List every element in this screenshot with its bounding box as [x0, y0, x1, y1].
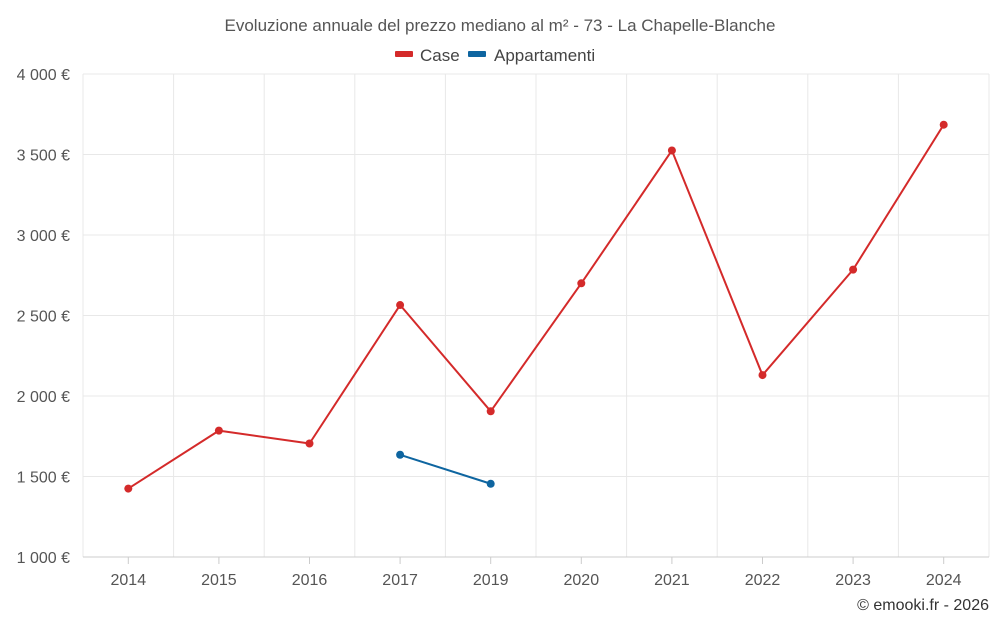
credit-text: © emooki.fr - 2026	[857, 597, 989, 614]
y-tick-label: 2 500 €	[17, 309, 70, 326]
y-axis-labels: 1 000 € 1 500 € 2 000 € 2 500 € 3 000 € 3 500…	[17, 67, 70, 567]
data-point-case[interactable]	[667, 146, 676, 155]
y-tick-label: 3 000 €	[17, 228, 70, 245]
legend: Case Appartamenti	[395, 46, 595, 65]
data-point-case[interactable]	[849, 265, 858, 274]
series-line-appartamenti	[399, 453, 492, 485]
y-tick-label: 2 000 €	[17, 389, 70, 406]
y-tick-label: 4 000 €	[17, 67, 70, 84]
x-tick-label: 2022	[745, 572, 781, 589]
y-tick-label: 1 000 €	[17, 550, 70, 567]
data-point-case[interactable]	[214, 426, 223, 435]
legend-item-case[interactable]: Case	[395, 46, 460, 65]
x-gridlines	[82, 74, 990, 557]
y-tick-label: 3 500 €	[17, 148, 70, 165]
series-layer	[124, 120, 948, 493]
legend-swatch-appartamenti	[468, 51, 486, 57]
legend-item-appartamenti[interactable]: Appartamenti	[468, 46, 595, 65]
series-line-case	[127, 124, 945, 490]
data-point-case[interactable]	[305, 439, 314, 448]
data-point-case[interactable]	[486, 407, 495, 416]
data-point-case[interactable]	[577, 279, 586, 288]
data-point-appartamenti[interactable]	[486, 479, 495, 488]
y-tick-label: 1 500 €	[17, 470, 70, 487]
x-tick-label: 2024	[926, 572, 962, 589]
legend-label-case: Case	[420, 46, 460, 65]
data-point-case[interactable]	[124, 484, 133, 493]
chart-title: Evoluzione annuale del prezzo mediano al…	[225, 16, 776, 35]
data-point-appartamenti[interactable]	[396, 450, 405, 459]
x-tick-label: 2023	[835, 572, 871, 589]
data-point-case[interactable]	[939, 120, 948, 129]
data-point-case[interactable]	[396, 301, 405, 310]
x-tick-label: 2021	[654, 572, 690, 589]
x-axis-labels: 2014 2015 2016 2017 2019 2020 2021 2022 2023 2024	[111, 557, 962, 589]
x-tick-label: 2014	[111, 572, 147, 589]
x-tick-label: 2019	[473, 572, 509, 589]
x-tick-label: 2020	[564, 572, 600, 589]
legend-swatch-case	[395, 51, 413, 57]
x-tick-label: 2015	[201, 572, 237, 589]
x-tick-label: 2017	[382, 572, 418, 589]
data-point-case[interactable]	[758, 371, 767, 380]
legend-label-appartamenti: Appartamenti	[494, 46, 595, 65]
x-tick-label: 2016	[292, 572, 328, 589]
